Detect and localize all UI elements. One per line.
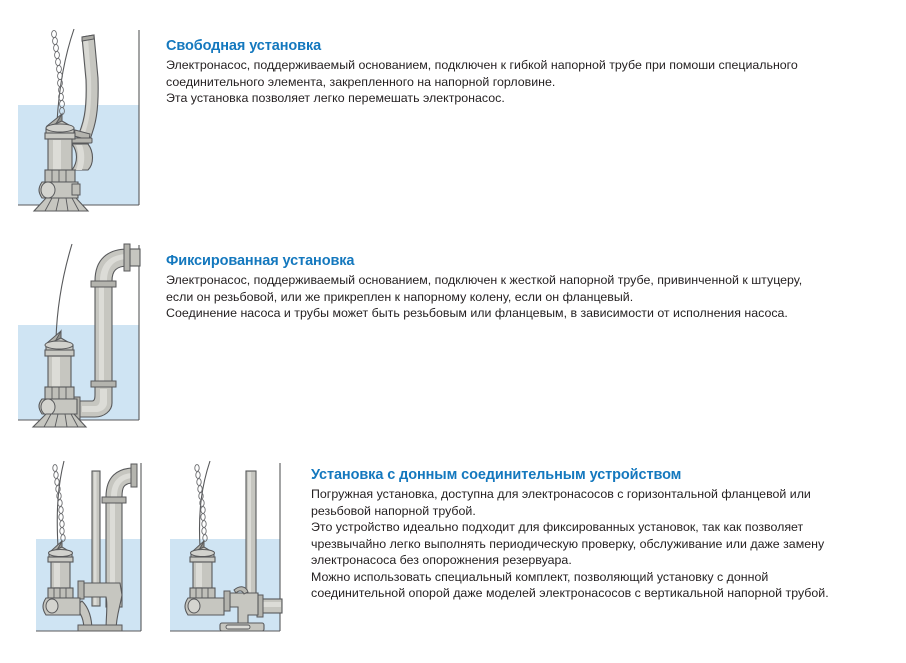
- section-free-installation: Свободная установка Электронасос, поддер…: [0, 18, 906, 218]
- section-heading: Свободная установка: [166, 38, 322, 54]
- free-installation-diagram: [16, 18, 166, 218]
- bottom-coupling-vertical-diagram: [34, 455, 159, 643]
- body-line: резьбовой напорной трубой.: [311, 503, 476, 518]
- section-heading: Фиксированная установка: [166, 253, 355, 269]
- body-line: соединительного элемента, закрепленного …: [166, 74, 556, 89]
- fixed-installation-text: Фиксированная установка Электронасос, по…: [166, 253, 894, 322]
- body-line: Можно использовать специальный комплект,…: [311, 569, 769, 584]
- bottom-coupling-horizontal-svg: [170, 460, 283, 632]
- pump-unit: [31, 329, 88, 428]
- bottom-coupling-vertical-svg: [36, 460, 142, 632]
- body-line: Электронасос, поддерживаемый основанием,…: [166, 273, 803, 287]
- pump-unit: [184, 539, 225, 616]
- guide-rail: [91, 470, 101, 607]
- pump-unit: [42, 539, 81, 616]
- free-installation-svg: [18, 28, 140, 212]
- body-line: соединительной опорой даже моделей элект…: [311, 586, 829, 600]
- section-fixed-installation: Фиксированная установка Электронасос, по…: [0, 237, 906, 432]
- bottom-coupling-horizontal-diagram: [168, 455, 298, 643]
- fixed-installation-svg: [18, 243, 141, 428]
- section-heading: Установка с донным соединительным устрой…: [311, 467, 682, 483]
- vertical-discharge-pipe: [101, 463, 138, 608]
- guide-rail: [245, 470, 257, 604]
- section-bottom-coupling-installation: Установка с донным соединительным устрой…: [0, 455, 906, 650]
- bottom-coupling-foot: [219, 586, 265, 632]
- horizontal-discharge-pipe: [256, 594, 283, 618]
- bottom-coupling-text: Установка с донным соединительным устрой…: [311, 467, 894, 602]
- body-line: Погружная установка, доступна для электр…: [311, 487, 811, 501]
- rigid-discharge-pipe: [73, 243, 141, 420]
- free-installation-text: Свободная установка Электронасос, поддер…: [166, 38, 894, 107]
- body-line: Эта установка позволяет легко перемешать…: [166, 91, 505, 105]
- body-line: электронасоса без опорожнения резервуара…: [311, 553, 572, 567]
- body-line: чрезвычайно легко выполнять периодическу…: [311, 536, 825, 551]
- fixed-installation-diagram: [16, 237, 166, 432]
- body-line: Соединение насоса и трубы может быть рез…: [166, 306, 788, 320]
- lifting-chain: [194, 464, 208, 542]
- body-line: если он резьбовой, или же прикреплен к н…: [166, 289, 634, 304]
- lifting-chain: [52, 464, 66, 542]
- pump-unit: [32, 112, 90, 212]
- discharge-elbow: [69, 137, 94, 171]
- power-cable: [56, 28, 75, 123]
- power-cable: [55, 243, 73, 340]
- body-line: Это устройство идеально подходит для фик…: [311, 520, 804, 534]
- body-line: Электронасос, поддерживаемый основанием,…: [166, 58, 798, 72]
